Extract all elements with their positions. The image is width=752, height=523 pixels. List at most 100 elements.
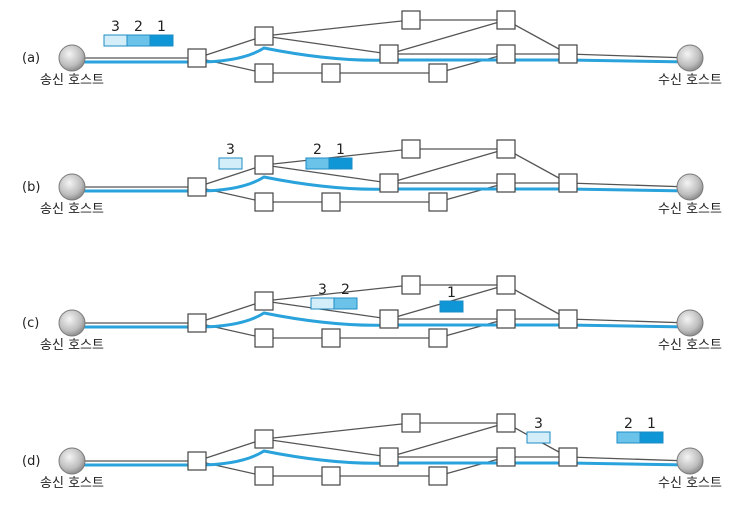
router-node xyxy=(558,173,578,193)
link-H-G xyxy=(437,318,507,339)
packet-number: 2 xyxy=(341,282,350,298)
link-B-D xyxy=(263,300,390,320)
packet-number: 1 xyxy=(647,416,656,432)
router-node xyxy=(496,275,516,295)
router-node xyxy=(321,192,341,212)
packet-2 xyxy=(333,297,358,310)
link-D-F xyxy=(388,19,507,55)
router-node xyxy=(254,192,274,212)
router-node xyxy=(496,447,516,467)
router-node xyxy=(379,309,399,329)
receiver-host-label: 수신 호스트 xyxy=(658,476,722,491)
router-node xyxy=(254,429,274,449)
packet-number: 2 xyxy=(624,416,633,432)
router-node xyxy=(558,309,578,329)
router-node xyxy=(428,192,448,212)
router-node xyxy=(401,413,421,433)
link-B-D xyxy=(263,164,390,184)
link-H-G xyxy=(437,456,507,477)
link-F-J xyxy=(505,148,569,184)
sender-host-icon xyxy=(58,447,86,475)
link-H-G xyxy=(437,182,507,203)
receiver-host-icon xyxy=(676,309,704,337)
packet-number: 1 xyxy=(157,19,166,35)
router-node xyxy=(401,10,421,30)
link-D-F xyxy=(388,148,507,184)
router-node xyxy=(401,139,421,159)
receiver-host-icon xyxy=(676,447,704,475)
router-node xyxy=(496,139,516,159)
panel-d: (d)송신 호스트 수신 호스트 3 2 1 xyxy=(22,413,722,491)
sender-host-label: 송신 호스트 xyxy=(40,73,104,88)
packet-number: 3 xyxy=(534,416,543,432)
link-B-D xyxy=(263,438,390,458)
link-B-E xyxy=(263,19,412,37)
router-node xyxy=(496,173,516,193)
receiver-host-label: 수신 호스트 xyxy=(658,73,722,88)
router-node xyxy=(187,48,207,68)
packet-3 xyxy=(310,297,335,310)
link-A-B xyxy=(196,438,265,462)
link-H-G xyxy=(437,53,507,74)
router-node xyxy=(254,63,274,83)
receiver-host-icon xyxy=(676,173,704,201)
link-J-R xyxy=(567,318,691,324)
router-node xyxy=(187,177,207,197)
link-J-R xyxy=(567,456,691,462)
link-J-R xyxy=(567,53,691,59)
panel-b: (b)송신 호스트 수신 호스트 3 2 1 xyxy=(22,139,722,217)
router-node xyxy=(254,466,274,486)
router-node xyxy=(428,328,448,348)
panel-label: (a) xyxy=(22,51,40,66)
panel-a: (a)송신 호스트 수신 호스트 3 2 1 xyxy=(22,10,722,88)
router-node xyxy=(401,275,421,295)
sender-host-icon xyxy=(58,44,86,72)
link-B-E xyxy=(263,284,412,302)
router-node xyxy=(496,44,516,64)
sender-host-icon xyxy=(58,309,86,337)
router-node xyxy=(379,44,399,64)
router-node xyxy=(254,328,274,348)
link-A-B xyxy=(196,300,265,324)
link-B-E xyxy=(263,148,412,166)
panel-c: (c)송신 호스트 수신 호스트 3 2 1 xyxy=(22,275,722,353)
router-node xyxy=(321,466,341,486)
panel-label: (d) xyxy=(22,454,40,469)
router-node xyxy=(379,447,399,467)
packet-3 xyxy=(526,431,551,444)
router-node xyxy=(321,63,341,83)
link-D-F xyxy=(388,422,507,458)
packet-number: 3 xyxy=(226,142,235,158)
packet-2 xyxy=(126,34,151,47)
sender-host-icon xyxy=(58,173,86,201)
sender-host-label: 송신 호스트 xyxy=(40,202,104,217)
sender-host-label: 송신 호스트 xyxy=(40,338,104,353)
sender-host-label: 송신 호스트 xyxy=(40,476,104,491)
packet-number: 2 xyxy=(134,19,143,35)
packet-number: 3 xyxy=(111,19,120,35)
router-node xyxy=(428,63,448,83)
router-node xyxy=(496,413,516,433)
router-node xyxy=(254,155,274,175)
packet-number: 2 xyxy=(313,142,322,158)
packet-1 xyxy=(439,300,464,313)
link-F-J xyxy=(505,19,569,55)
router-node xyxy=(496,10,516,30)
packet-3 xyxy=(218,157,243,170)
receiver-host-label: 수신 호스트 xyxy=(658,202,722,217)
router-node xyxy=(428,466,448,486)
packet-2 xyxy=(616,431,641,444)
router-node xyxy=(187,451,207,471)
router-node xyxy=(558,44,578,64)
link-A-B xyxy=(196,35,265,59)
link-B-D xyxy=(263,35,390,55)
router-node xyxy=(558,447,578,467)
receiver-host-label: 수신 호스트 xyxy=(658,338,722,353)
link-F-J xyxy=(505,284,569,320)
panel-label: (c) xyxy=(22,316,39,331)
router-node xyxy=(254,26,274,46)
packet-1 xyxy=(639,431,664,444)
router-node xyxy=(254,291,274,311)
